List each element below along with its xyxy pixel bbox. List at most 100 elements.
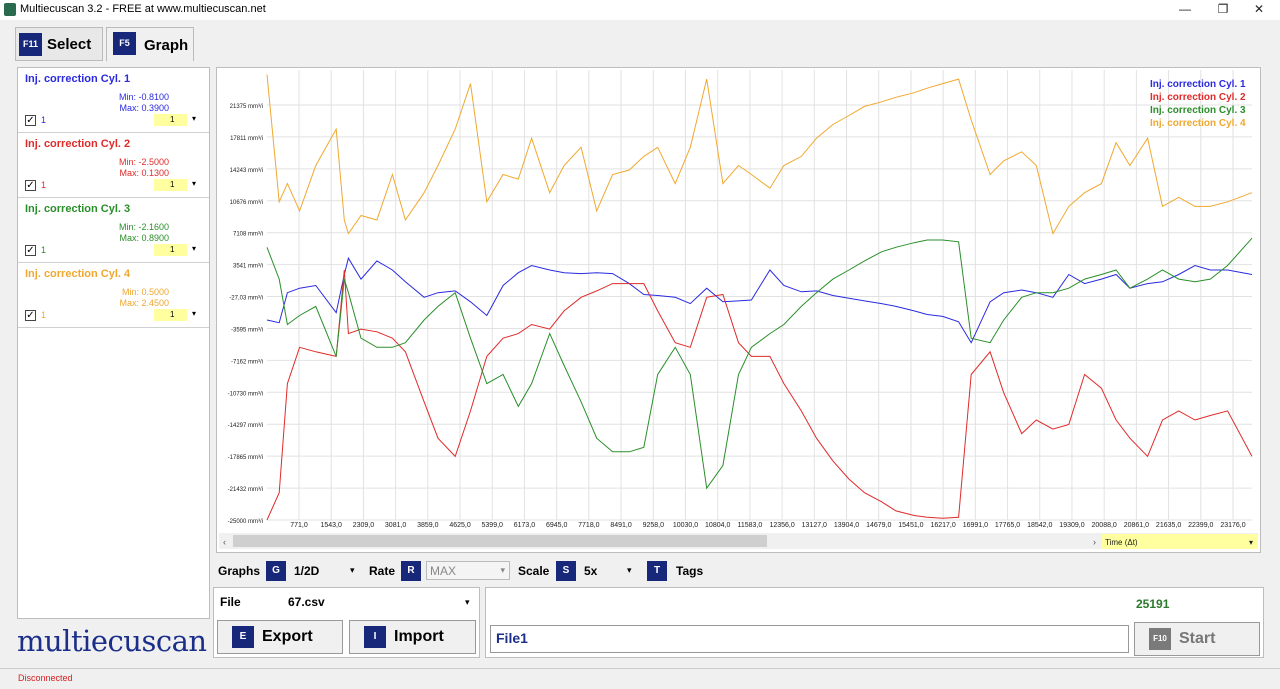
x-tick-label: 13127,0 [802,522,827,529]
x-tick-label: 10804,0 [705,522,730,529]
series-line-2 [266,269,1253,521]
time-axis-select [1102,534,1258,549]
chevron-down-icon[interactable]: ▾ [192,309,197,318]
rate-key: R [401,561,421,581]
start-label: Start [1179,630,1216,647]
param-graph-num: 1 [41,310,47,320]
y-tick-label: -17865 mm³/i [228,455,263,461]
param-checkbox[interactable]: ✓ [25,115,36,126]
app-icon [4,3,16,16]
y-tick-label: 10676 mm³/i [230,200,263,206]
tab-select[interactable]: F11 Select [15,27,103,61]
x-tick-label: 3859,0 [417,522,439,529]
graphs-select[interactable]: 1/2D [294,564,320,578]
x-tick-label: 16991,0 [963,522,988,529]
y-tick-label: -10730 mm³/i [228,391,263,397]
sample-counter: 25191 [1136,597,1170,611]
series-line-3 [266,237,1253,490]
param-graph-select[interactable]: 1 [154,114,187,126]
param-item[interactable]: Inj. correction Cyl. 4 Min: 0.5000 Max: … [18,263,209,328]
x-tick-label: 7718,0 [578,522,600,529]
x-tick-label: 11583,0 [737,522,762,529]
scale-key: S [556,561,576,581]
y-tick-label: 14243 mm³/i [230,168,263,174]
param-graph-select[interactable]: 1 [154,179,187,191]
param-checkbox[interactable]: ✓ [25,310,36,321]
chevron-down-icon[interactable]: ▾ [627,565,632,575]
x-tick-label: 16217,0 [930,522,955,529]
y-tick-label: -27,03 mm³/i [229,296,263,302]
param-graph-select[interactable]: 1 [154,244,187,256]
param-max: Max: 0.8900 [119,233,169,243]
scale-select[interactable]: 5x [584,564,598,578]
param-name: Inj. correction Cyl. 1 [25,73,131,85]
tab-graph-label: Graph [144,37,189,54]
param-item[interactable]: Inj. correction Cyl. 1 Min: -0.8100 Max:… [18,68,209,133]
connection-status: Disconnected [18,673,73,683]
x-tick-label: 2309,0 [353,522,375,529]
chevron-down-icon[interactable]: ▾ [350,565,355,575]
minimize-button[interactable]: — [1179,2,1191,16]
param-checkbox[interactable]: ✓ [25,245,36,256]
rate-select[interactable]: MAX ▾ [426,561,510,580]
close-button[interactable]: ✕ [1253,2,1265,16]
y-tick-label: 17811 mm³/i [230,136,263,142]
file-panel: File 67.csv ▾ E Export I Import [213,587,480,658]
chevron-down-icon[interactable]: ▾ [192,179,197,188]
param-checkbox[interactable]: ✓ [25,180,36,191]
import-button[interactable]: I Import [349,620,476,654]
x-tick-label: 8491,0 [610,522,632,529]
x-tick-label: 5399,0 [482,522,504,529]
chevron-down-icon[interactable]: ▾ [465,597,470,607]
y-tick-label: 21375 mm³/i [230,104,263,110]
export-key: E [232,626,254,648]
y-tick-label: -21432 mm³/i [228,487,263,493]
file-select[interactable]: 67.csv [288,595,325,609]
param-min: Min: 0.5000 [121,287,169,297]
y-tick-label: -14297 mm³/i [228,423,263,429]
graph-panel: 21375 mm³/i 17811 mm³/i 14243 mm³/i 10676 m… [216,67,1261,553]
scale-label: Scale [518,564,550,578]
parameter-list: Inj. correction Cyl. 1 Min: -0.8100 Max:… [17,67,210,619]
x-tick-label: 13904,0 [834,522,859,529]
legend-entry: Inj. correction Cyl. 2 [1150,92,1246,103]
tab-graph[interactable]: F5 Graph [106,27,194,61]
x-tick-label: 6173,0 [514,522,536,529]
param-graph-select[interactable]: 1 [154,309,187,321]
x-tick-label: 14679,0 [866,522,891,529]
scroll-right-icon: › [1093,537,1096,547]
x-tick-label: 20861,0 [1124,522,1149,529]
x-tick-label: 19309,0 [1059,522,1084,529]
log-field[interactable]: File1 [490,625,1129,653]
restore-button[interactable]: ❐ [1217,2,1229,16]
param-max: Max: 0.1300 [119,168,169,178]
x-tick-label: 3081,0 [385,522,407,529]
param-name: Inj. correction Cyl. 3 [25,203,131,215]
series-line-4 [266,74,1253,235]
chevron-down-icon: ▾ [500,565,505,575]
param-item[interactable]: Inj. correction Cyl. 3 Min: -2.1600 Max:… [18,198,209,263]
x-tick-label: 6945,0 [546,522,568,529]
param-item[interactable]: Inj. correction Cyl. 2 Min: -2.5000 Max:… [18,133,209,198]
y-tick-label: -7162 mm³/i [231,359,263,365]
start-button[interactable]: F10 Start [1134,622,1260,656]
x-tick-label: 10030,0 [673,522,698,529]
series-line-1 [266,256,1253,344]
file-label: File [220,595,241,609]
tags-button[interactable]: Tags [676,564,704,578]
x-tick-label: 20088,0 [1092,522,1117,529]
chevron-down-icon[interactable]: ▾ [192,114,197,123]
tab-graph-key: F5 [113,32,136,55]
rate-value: MAX [430,564,457,578]
export-button[interactable]: E Export [217,620,343,654]
param-graph-num: 1 [41,245,47,255]
start-key: F10 [1149,628,1171,650]
tab-select-key: F11 [19,33,42,56]
tags-key: T [647,561,667,581]
scrollbar-thumb [233,535,767,547]
x-tick-label: 17765,0 [995,522,1020,529]
chevron-down-icon[interactable]: ▾ [192,244,197,253]
x-tick-label: 4625,0 [449,522,471,529]
export-label: Export [262,628,313,645]
scroll-left-icon: ‹ [223,537,226,547]
